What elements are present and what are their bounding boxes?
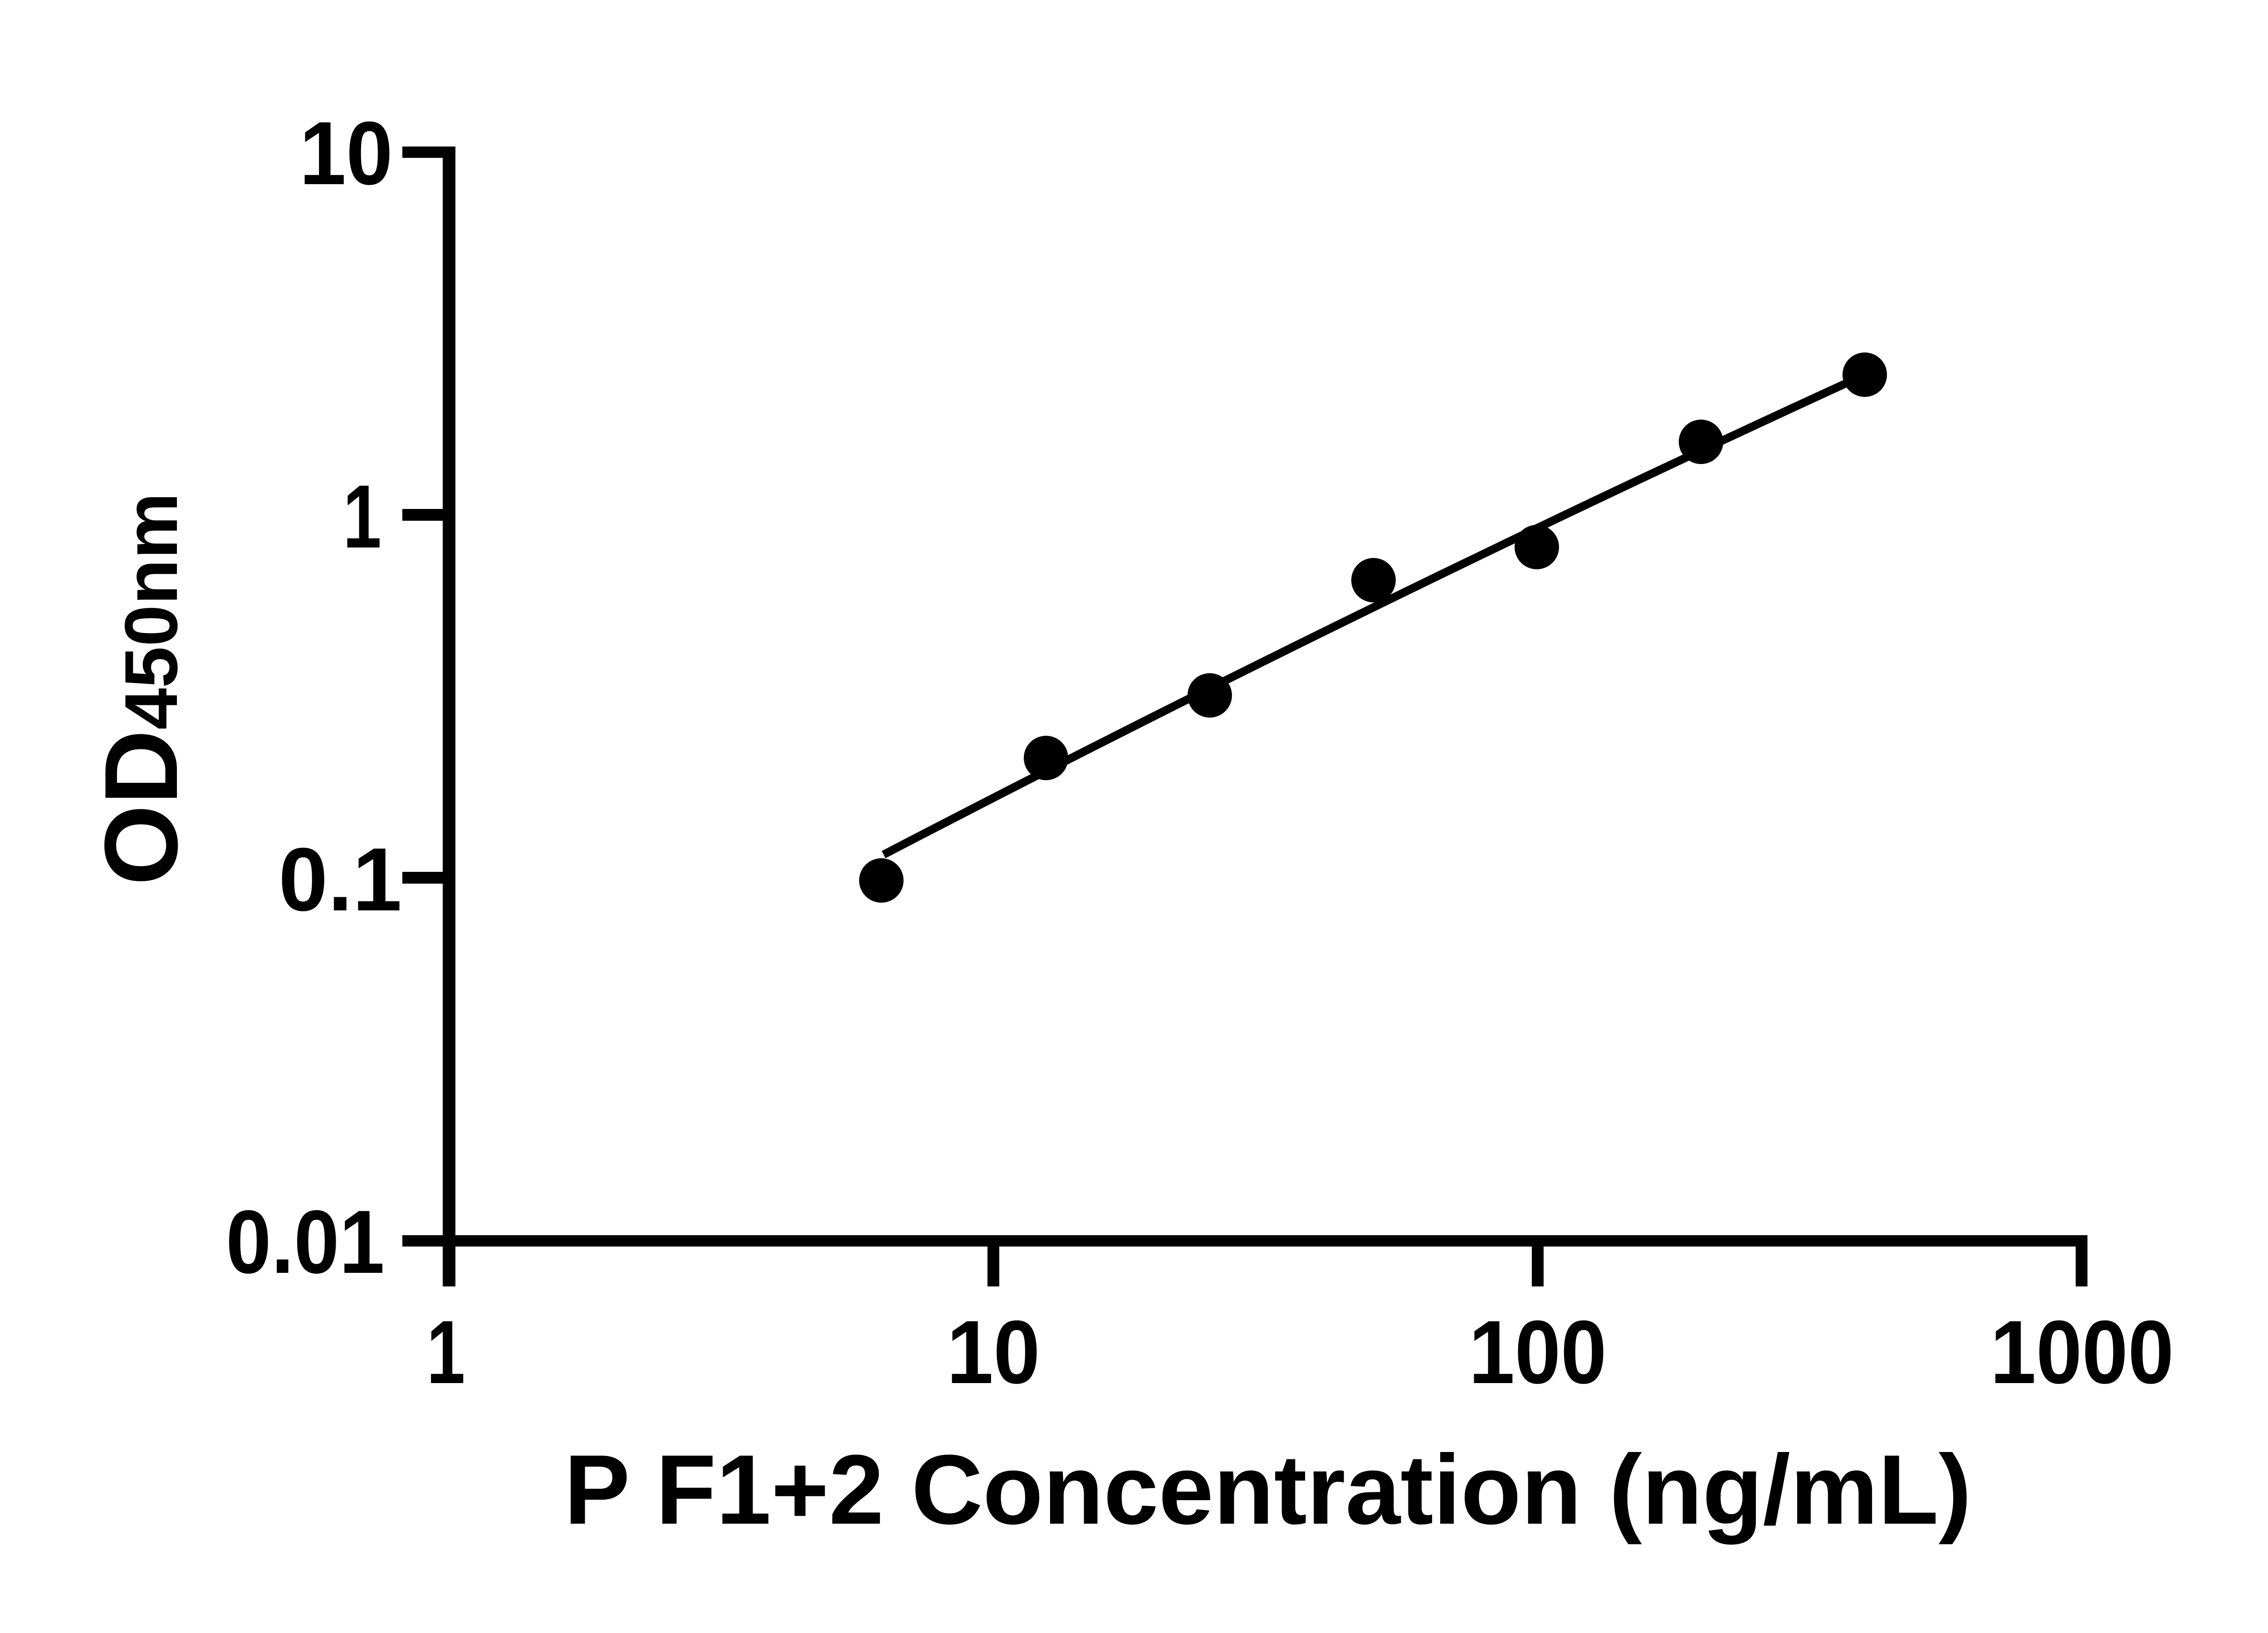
svg-text:1000: 1000 (1990, 1302, 2174, 1402)
svg-text:1: 1 (427, 1302, 465, 1402)
svg-text:0.1: 0.1 (279, 829, 402, 929)
svg-text:1: 1 (343, 466, 381, 567)
svg-text:100: 100 (1469, 1302, 1607, 1402)
svg-text:10: 10 (947, 1302, 1040, 1402)
svg-text:0.01: 0.01 (226, 1192, 385, 1292)
svg-text:OD450nm: OD450nm (83, 493, 199, 885)
svg-text:P F1+2 Concentration (ng/mL): P F1+2 Concentration (ng/mL) (564, 1435, 1972, 1545)
svg-text:10: 10 (299, 103, 393, 203)
